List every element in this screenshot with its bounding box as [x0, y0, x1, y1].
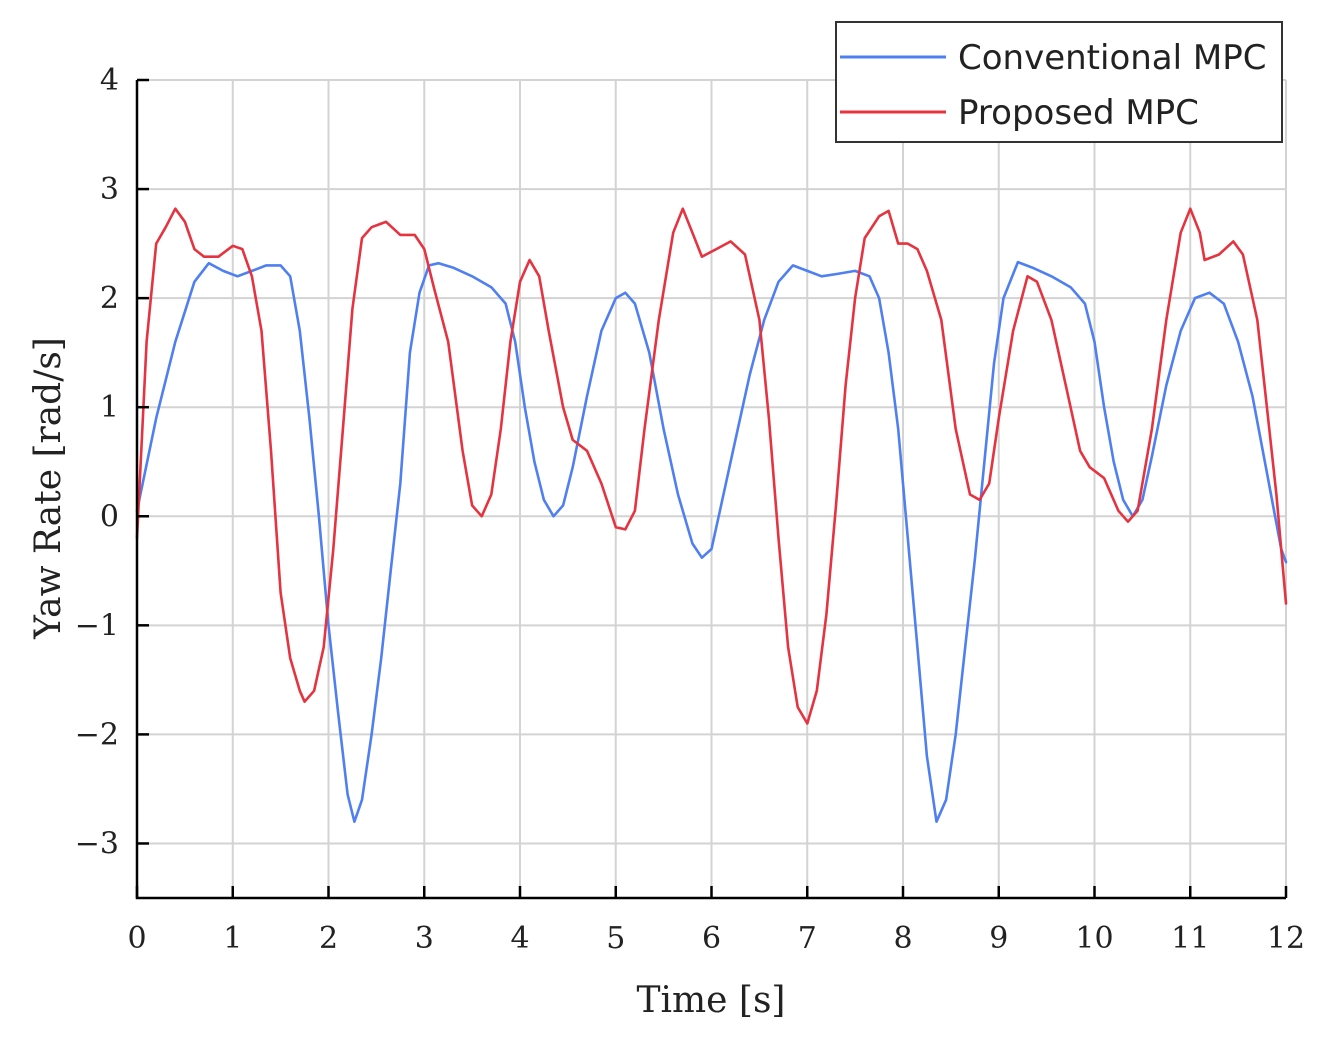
grid — [137, 79, 1287, 898]
x-tick-label: 4 — [510, 921, 529, 956]
x-tick-label: 9 — [989, 921, 1008, 956]
x-tick-label: 2 — [319, 921, 338, 956]
legend: Conventional MPC Proposed MPC — [835, 21, 1283, 143]
y-tick-label: 1 — [100, 390, 119, 425]
legend-box — [835, 21, 1283, 143]
y-tick-label: 4 — [100, 63, 119, 98]
y-tick-label: 3 — [100, 172, 119, 207]
legend-label-proposed-mpc: Proposed MPC — [958, 93, 1199, 133]
y-axis-label: Yaw Rate [rad/s] — [28, 337, 69, 640]
series-line-proposed-mpc — [135, 207, 1288, 725]
x-axis-label: Time [s] — [637, 980, 786, 1021]
y-tick-label: −2 — [75, 717, 119, 752]
ticks — [135, 78, 1288, 898]
x-tick-label: 3 — [415, 921, 434, 956]
y-tick-label: 2 — [100, 281, 119, 316]
x-tick-label: 8 — [893, 921, 912, 956]
y-tick-label: −3 — [75, 826, 119, 861]
y-tick-label: −1 — [75, 608, 119, 643]
x-tick-label: 5 — [606, 921, 625, 956]
x-tick-label: 12 — [1267, 921, 1305, 956]
series-line-conventional-mpc — [135, 260, 1288, 824]
series-layer — [135, 207, 1288, 824]
x-tick-label: 11 — [1171, 921, 1209, 956]
legend-label-conventional-mpc: Conventional MPC — [958, 38, 1266, 78]
x-tick-label: 1 — [223, 921, 242, 956]
x-tick-label: 0 — [127, 921, 146, 956]
y-tick-label: 0 — [100, 499, 119, 534]
x-tick-label: 7 — [798, 921, 817, 956]
x-tick-label: 10 — [1075, 921, 1113, 956]
x-tick-label: 6 — [702, 921, 721, 956]
